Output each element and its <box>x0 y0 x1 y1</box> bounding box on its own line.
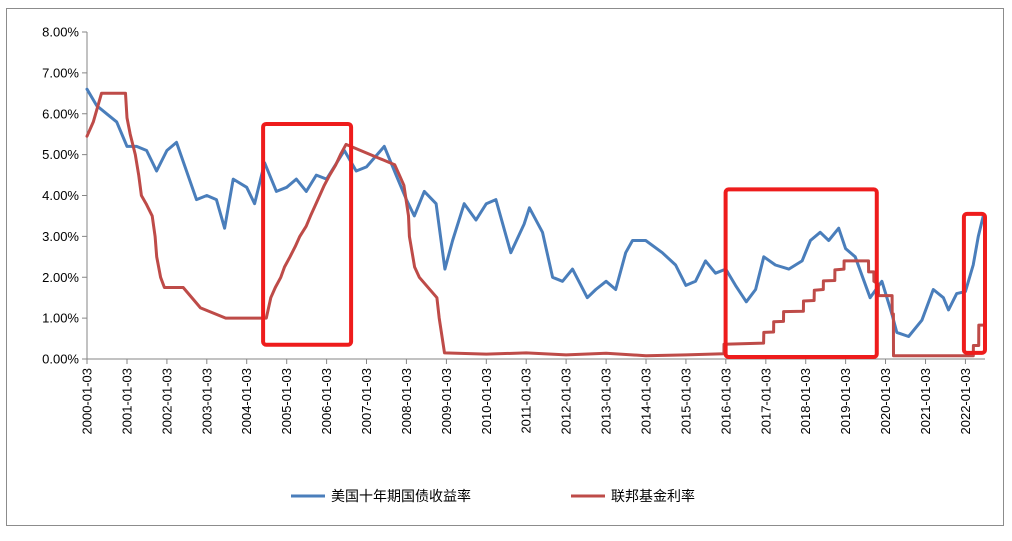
x-tick-label: 2012-01-03 <box>559 368 574 435</box>
y-tick-label: 2.00% <box>42 270 79 285</box>
series-line-treasury-10y <box>85 87 985 338</box>
legend: 美国十年期国债收益率 联邦基金利率 <box>291 488 695 505</box>
chart-frame <box>6 8 1004 526</box>
x-tick-label: 2009-01-03 <box>439 368 454 435</box>
x-tick-label: 2014-01-03 <box>639 368 654 435</box>
x-tick-label: 2016-01-03 <box>718 368 733 435</box>
x-tick-label: 2002-01-03 <box>159 368 174 435</box>
x-tick-label: 2020-01-03 <box>878 368 893 435</box>
y-tick-label: 3.00% <box>42 229 79 244</box>
highlight-layer <box>261 121 987 359</box>
legend-label: 美国十年期国债收益率 <box>331 488 471 505</box>
x-tick-label: 2019-01-03 <box>838 368 853 435</box>
x-tick-label: 2022-01-03 <box>958 368 973 435</box>
x-tick-label: 2015-01-03 <box>678 368 693 435</box>
y-tick-label: 5.00% <box>42 147 79 162</box>
x-tick-label: 2006-01-03 <box>319 368 334 435</box>
y-axis: 0.00% 1.00% 2.00% 3.00% 4.00% 5.00% 6.00% 7.00%… <box>42 25 88 367</box>
y-tick-label: 6.00% <box>42 106 79 121</box>
x-axis: 2000-01-03 2001-01-03 2002-01-03 2003-01-03… <box>80 358 985 435</box>
x-tick-label: 2001-01-03 <box>120 368 135 435</box>
x-tick-label: 2021-01-03 <box>918 368 933 435</box>
highlight-box-3 <box>961 211 987 355</box>
legend-label: 联邦基金利率 <box>611 488 695 505</box>
x-tick-label: 2005-01-03 <box>279 368 294 435</box>
x-tick-label: 2013-01-03 <box>599 368 614 435</box>
x-tick-label: 2018-01-03 <box>798 368 813 435</box>
x-tick-label: 2008-01-03 <box>399 368 414 435</box>
y-tick-label: 7.00% <box>42 65 79 80</box>
x-tick-label: 2003-01-03 <box>199 368 214 435</box>
x-tick-label: 2007-01-03 <box>359 368 374 435</box>
x-tick-label: 2017-01-03 <box>758 368 773 435</box>
y-tick-label: 8.00% <box>42 25 79 40</box>
y-tick-label: 0.00% <box>42 352 79 367</box>
highlight-box-1 <box>261 121 354 347</box>
x-tick-label: 2010-01-03 <box>479 368 494 435</box>
x-tick-label: 2004-01-03 <box>239 368 254 435</box>
y-tick-label: 4.00% <box>42 188 79 203</box>
series-line-fed-funds <box>85 91 985 358</box>
y-tick-label: 1.00% <box>42 311 79 326</box>
x-tick-label: 2000-01-03 <box>80 368 95 435</box>
series-layer <box>85 87 985 358</box>
highlight-box-2 <box>723 187 879 359</box>
x-tick-label: 2011-01-03 <box>519 368 534 434</box>
